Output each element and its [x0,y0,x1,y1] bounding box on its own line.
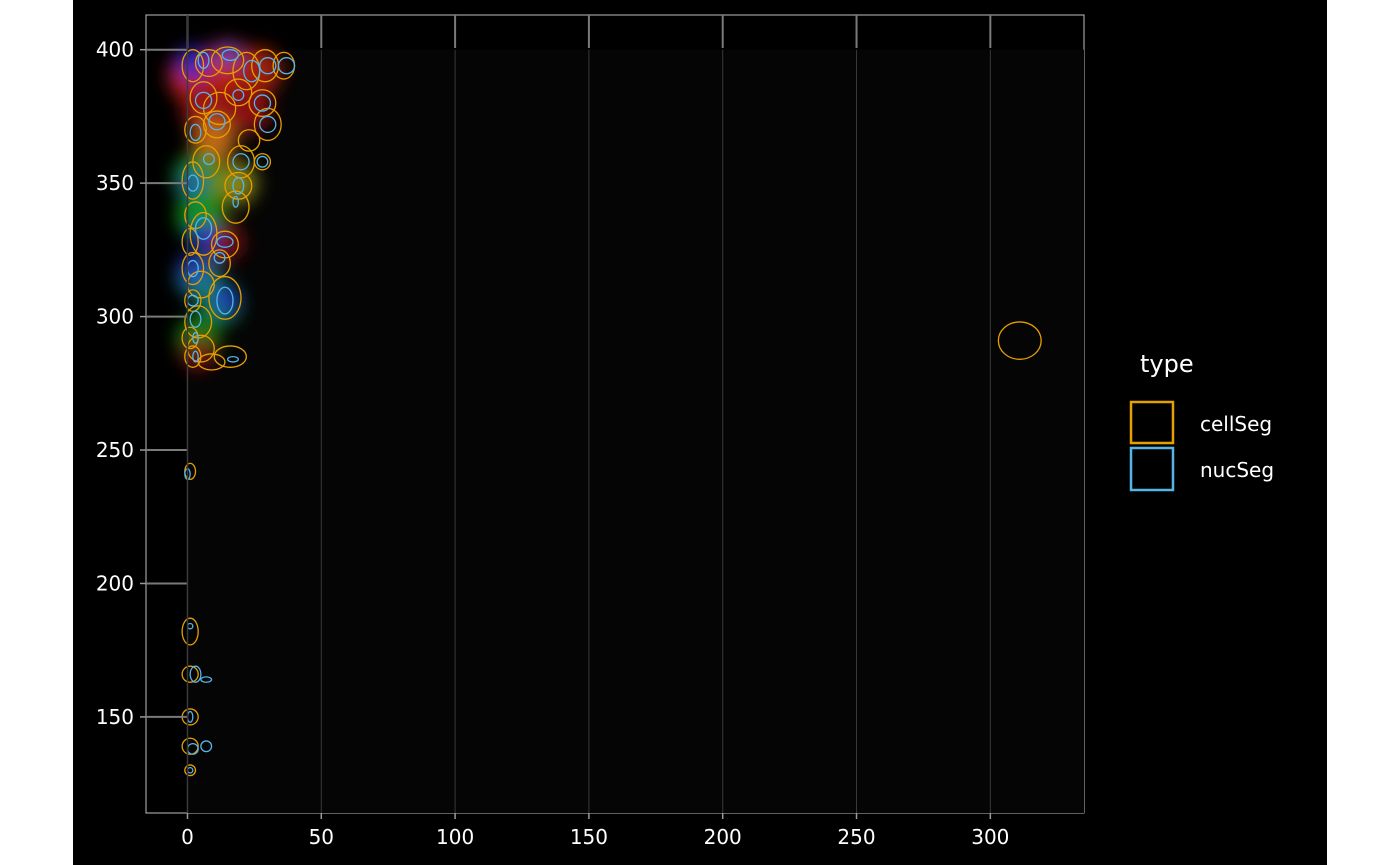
cellSeg-outline-33 [197,353,226,371]
nucSeg-outline-2 [243,59,261,83]
glow-spot-4 [222,84,271,133]
x-tick-label-5: 250 [837,825,875,849]
cellSeg-outline-28 [184,289,202,312]
legend-title: type [1140,350,1194,378]
nucSeg-outline-1 [221,49,239,62]
nucSeg-outline-24 [192,331,199,344]
axis-layer: 0 50 100 150 200 250 300 150 200 250 300 350 400 [96,15,1009,849]
nucSeg-outline-18 [216,235,234,248]
nucSeg-outline-3 [259,57,277,75]
cellSeg-outline-2 [210,46,245,75]
segmentation-layer [181,46,1042,777]
nucSeg-outline-19 [213,251,226,264]
cellSeg-outline-6 [189,81,218,115]
nucSeg-outline-17 [194,217,213,240]
cellSeg-outline-24 [208,249,231,278]
cellSeg-outline-41 [184,764,197,777]
cellSeg-outline-13 [237,129,261,152]
cellSeg-outline-38 [181,665,199,683]
y-tick-label-4: 350 [96,171,134,195]
cellSeg-outline-19 [221,190,250,224]
cellSeg-outline-0 [181,49,205,83]
cellSeg-outline-8 [224,78,253,107]
cellSeg-outline-17 [181,161,205,200]
nucSeg-outline-26 [226,355,239,363]
nucSeg-outline-0 [197,51,210,70]
x-tick-label-2: 100 [436,825,474,849]
glow-spot-2 [232,46,282,96]
image-layer [168,41,1084,813]
glow-spot-7 [214,161,258,205]
nucSeg-outline-5 [194,91,213,110]
cellSeg-outline-25 [181,251,205,286]
cellSeg-outline-9 [248,89,277,118]
x-tick-label-6: 300 [971,825,1009,849]
cellSeg-outline-1 [194,49,223,78]
glow-spot-18 [179,255,207,282]
nucSeg-outline-6 [232,89,245,102]
legend-label-cellseg: cellSeg [1200,412,1272,436]
cellSeg-outline-35 [997,321,1042,360]
nucSeg-outline-25 [192,350,199,363]
cellSeg-outline-12 [202,110,231,139]
nucSeg-outline-21 [216,286,234,315]
nucSeg-outline-4 [277,57,296,75]
cellSeg-outline-22 [181,227,199,256]
glow-spot-5 [192,119,236,162]
x-tick-label-1: 50 [309,825,334,849]
y-tick-label-2: 250 [96,438,134,462]
nucSeg-outline-7 [253,94,272,112]
legend-label-nucseg: nucSeg [1200,458,1274,482]
cellSeg-outline-16 [253,153,272,171]
nucSeg-outline-11 [202,153,215,166]
nucSeg-outline-12 [232,153,250,171]
cellSeg-outline-34 [213,345,248,368]
y-tick-label-1: 200 [96,571,134,595]
nucSeg-outline-29 [189,665,202,683]
nucSeg-outline-8 [259,115,277,134]
nucSeg-outline-30 [200,676,213,683]
nucSeg-outline-15 [232,177,245,195]
y-tick-label-3: 300 [96,305,134,329]
nucSeg-outline-13 [256,155,269,168]
x-tick-label-4: 200 [704,825,742,849]
nucSeg-outline-10 [189,123,202,142]
cellSeg-outline-27 [208,275,242,320]
nucSeg-outline-16 [232,195,239,208]
y-tick-label-0: 150 [96,705,134,729]
x-tick-label-3: 150 [570,825,608,849]
legend: type cellSeg nucSeg [1129,350,1274,492]
cellSeg-outline-37 [181,617,199,646]
x-tick-label-0: 0 [181,825,194,849]
legend-key-nucseg [1129,446,1175,492]
glow-spot-15 [190,223,217,250]
image-extent [187,49,1084,813]
legend-key-cellseg [1129,400,1175,445]
y-tick-label-5: 400 [96,38,134,62]
nucSeg-outline-23 [189,310,202,328]
nucSeg-outline-33 [200,740,213,753]
cellSeg-outline-11 [184,115,207,144]
nucSeg-outline-9 [208,113,226,131]
glow-spot-16 [211,287,239,314]
